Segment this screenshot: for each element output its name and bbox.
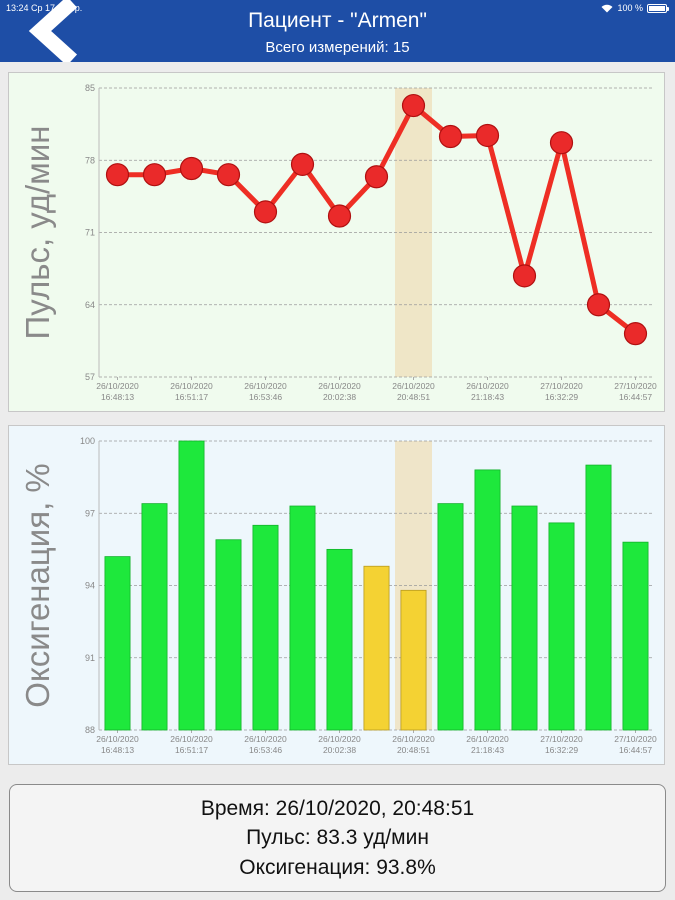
x-tick-time: 16:53:46 <box>249 745 282 755</box>
x-tick-time: 20:02:38 <box>323 392 356 402</box>
x-tick-date: 26/10/2020 <box>244 734 287 744</box>
oxygenation-bar <box>178 440 205 731</box>
x-tick-time: 20:02:38 <box>323 745 356 755</box>
oxygenation-bar <box>326 548 353 731</box>
oxygenation-bar <box>289 505 316 731</box>
x-tick-time: 16:51:17 <box>175 745 208 755</box>
x-tick-date: 26/10/2020 <box>392 734 435 744</box>
pulse-data-point <box>475 123 500 148</box>
x-tick-time: 21:18:43 <box>471 392 504 402</box>
x-tick-date: 27/10/2020 <box>614 734 657 744</box>
x-tick-date: 26/10/2020 <box>170 734 213 744</box>
y-tick-label: 100 <box>80 436 95 446</box>
oxygenation-bar <box>252 524 279 731</box>
y-tick-label: 97 <box>85 508 95 518</box>
y-axis-title: Оксигенация, % <box>19 463 56 708</box>
y-tick-label: 78 <box>85 155 95 165</box>
pulse-data-point <box>327 204 352 228</box>
x-tick-date: 26/10/2020 <box>96 381 139 391</box>
x-tick-time: 16:48:13 <box>101 392 134 402</box>
x-tick-date: 26/10/2020 <box>96 734 139 744</box>
oxygenation-bar <box>104 556 131 731</box>
x-tick-date: 26/10/2020 <box>466 734 509 744</box>
nav-bar: Пациент - "Armen" Всего измерений: 15 <box>0 0 675 66</box>
y-tick-label: 57 <box>85 372 95 382</box>
info-time: Время: 26/10/2020, 20:48:51 <box>200 797 475 820</box>
x-tick-time: 16:44:57 <box>619 392 652 402</box>
pulse-chart[interactable]: 576471788526/10/202016:48:1326/10/202016… <box>9 73 664 411</box>
y-axis-title: Пульс, уд/мин <box>19 126 56 340</box>
x-tick-date: 26/10/2020 <box>318 381 361 391</box>
x-tick-time: 16:53:46 <box>249 392 282 402</box>
pulse-data-point <box>512 264 537 288</box>
x-tick-time: 16:32:29 <box>545 745 578 755</box>
oxygenation-bar <box>474 469 501 731</box>
x-tick-time: 16:51:17 <box>175 392 208 402</box>
selected-measurement-info: Время: 26/10/2020, 20:48:51 Пульс: 83.3 … <box>9 784 666 892</box>
pulse-data-point <box>105 163 130 187</box>
status-time: 13:24 Ср 17 февр. <box>6 3 83 13</box>
x-tick-date: 26/10/2020 <box>392 381 435 391</box>
y-tick-label: 71 <box>85 228 95 238</box>
x-tick-time: 16:48:13 <box>101 745 134 755</box>
x-tick-date: 26/10/2020 <box>244 381 287 391</box>
oxygenation-bar <box>585 464 612 731</box>
pulse-data-point <box>364 165 389 189</box>
pulse-data-point <box>623 322 648 346</box>
oxygenation-bar <box>215 539 242 731</box>
pulse-data-point <box>401 93 426 118</box>
status-date: Ср 17 февр. <box>31 3 83 13</box>
pulse-data-point <box>142 163 167 187</box>
pulse-chart-panel[interactable]: 57 64 71 78 85 26/10/2020 16:48:13 26/10/2020 16… <box>8 72 665 412</box>
page-title: Пациент - "Armen" <box>248 9 427 32</box>
wifi-icon <box>601 4 613 12</box>
x-tick-date: 26/10/2020 <box>170 381 213 391</box>
x-tick-time: 16:32:29 <box>545 392 578 402</box>
x-tick-time: 20:48:51 <box>397 745 430 755</box>
back-button[interactable] <box>0 0 90 66</box>
y-tick-label: 64 <box>85 300 95 310</box>
x-tick-time: 21:18:43 <box>471 745 504 755</box>
x-tick-date: 27/10/2020 <box>614 381 657 391</box>
oxygenation-bar <box>511 505 538 731</box>
oxygenation-bar <box>548 522 575 731</box>
info-pulse: Пульс: 83.3 уд/мин <box>246 826 429 849</box>
oxygenation-bar <box>400 589 427 731</box>
status-bar: 13:24 Ср 17 февр. 100 % <box>0 0 675 18</box>
pulse-data-point <box>179 156 204 181</box>
x-tick-date: 27/10/2020 <box>540 734 583 744</box>
oxygenation-bar <box>363 565 390 731</box>
chevron-left-icon <box>28 0 78 66</box>
pulse-data-point <box>290 152 315 176</box>
measurement-count: Всего измерений: 15 <box>265 39 410 56</box>
pulse-data-point <box>216 163 241 187</box>
x-tick-date: 26/10/2020 <box>318 734 361 744</box>
oxygenation-bar <box>622 541 649 731</box>
pulse-data-point <box>438 124 463 149</box>
battery-percent: 100 % <box>617 3 643 13</box>
y-tick-label: 91 <box>85 653 95 663</box>
pulse-data-point <box>549 131 574 155</box>
oxygenation-bar <box>437 503 464 731</box>
y-tick-label: 85 <box>85 83 95 93</box>
x-tick-date: 26/10/2020 <box>466 381 509 391</box>
info-oxygenation: Оксигенация: 93.8% <box>239 856 436 879</box>
oxygenation-chart-panel[interactable]: 88 91 94 97 100 26/10/2020 16:48:13 26/10/2020 1… <box>8 425 665 765</box>
x-tick-time: 20:48:51 <box>397 392 430 402</box>
y-tick-label: 88 <box>85 725 95 735</box>
x-tick-date: 27/10/2020 <box>540 381 583 391</box>
battery-icon <box>647 3 669 13</box>
oxygenation-chart[interactable]: 8891949710026/10/202016:48:1326/10/20201… <box>9 426 664 764</box>
pulse-data-point <box>253 200 278 224</box>
pulse-data-point <box>586 293 611 317</box>
oxygenation-bar <box>141 503 168 731</box>
x-tick-time: 16:44:57 <box>619 745 652 755</box>
y-tick-label: 94 <box>85 581 95 591</box>
